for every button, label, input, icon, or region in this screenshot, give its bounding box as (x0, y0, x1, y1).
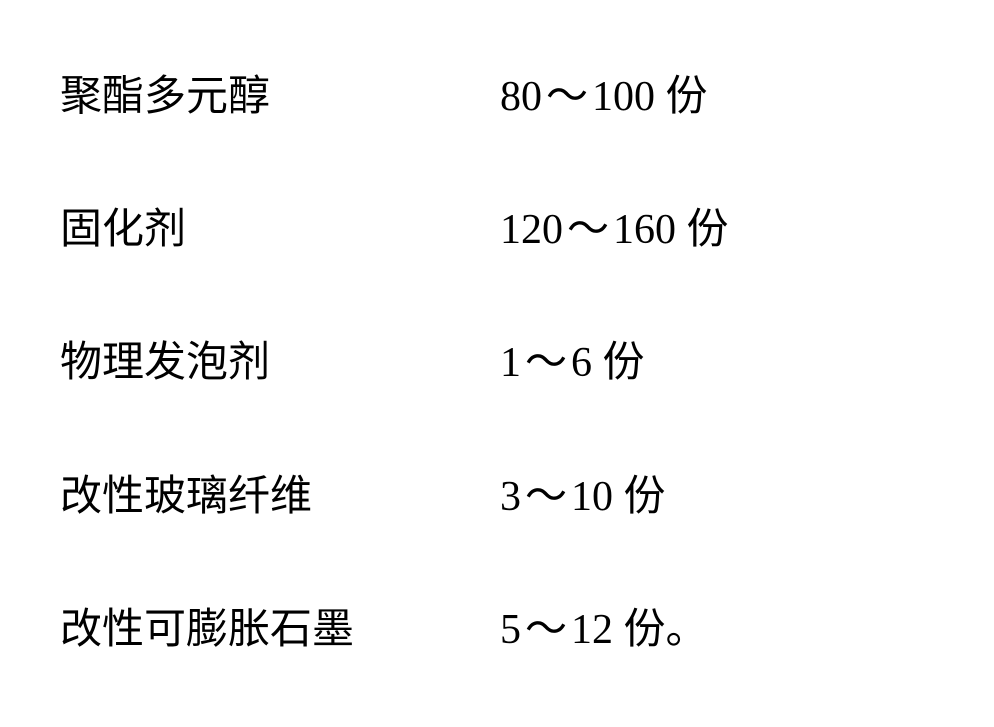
range-min: 1 (500, 340, 521, 386)
range-separator: ～ (563, 207, 613, 253)
formula-row: 改性玻璃纤维 3～10 份 (60, 472, 934, 522)
formula-row: 改性可膨胀石墨 5～12 份。 (60, 605, 934, 655)
ingredient-amount: 5～12 份。 (500, 605, 708, 655)
range-min: 120 (500, 207, 563, 253)
range-min: 5 (500, 607, 521, 653)
formula-row: 聚酯多元醇 80～100 份 (60, 72, 934, 122)
range-min: 80 (500, 74, 542, 120)
row-punctuation: 。 (666, 607, 708, 653)
unit-label: 份 (687, 207, 729, 253)
range-separator: ～ (521, 474, 571, 520)
range-separator: ～ (521, 607, 571, 653)
ingredient-amount: 80～100 份 (500, 72, 708, 122)
ingredient-amount: 120～160 份 (500, 205, 729, 255)
ingredient-label: 固化剂 (60, 205, 500, 255)
ingredient-label: 改性玻璃纤维 (60, 472, 500, 522)
unit-label: 份 (603, 340, 645, 386)
range-max: 100 (592, 74, 655, 120)
range-max: 160 (613, 207, 676, 253)
ingredient-label: 聚酯多元醇 (60, 72, 500, 122)
range-max: 12 (571, 607, 613, 653)
range-separator: ～ (521, 340, 571, 386)
ingredient-amount: 1～6 份 (500, 338, 645, 388)
formula-row: 固化剂 120～160 份 (60, 205, 934, 255)
unit-label: 份 (666, 74, 708, 120)
ingredient-label: 物理发泡剂 (60, 338, 500, 388)
ingredient-label: 改性可膨胀石墨 (60, 605, 500, 655)
ingredient-amount: 3～10 份 (500, 472, 666, 522)
formula-row: 物理发泡剂 1～6 份 (60, 338, 934, 388)
range-min: 3 (500, 474, 521, 520)
unit-label: 份 (624, 607, 666, 653)
range-max: 6 (571, 340, 592, 386)
range-max: 10 (571, 474, 613, 520)
unit-label: 份 (624, 474, 666, 520)
range-separator: ～ (542, 74, 592, 120)
